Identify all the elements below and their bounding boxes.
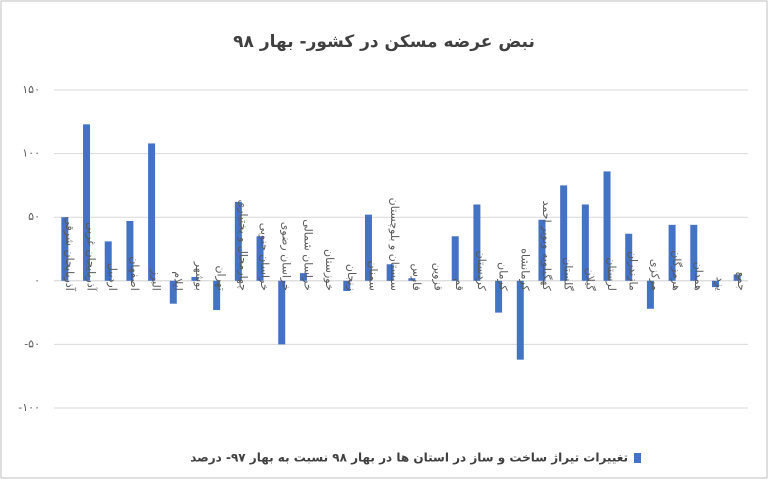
y-tick-label: -۱۰۰ [18, 401, 40, 414]
bar [213, 280, 221, 311]
x-tick-label: اردبیل [106, 263, 119, 291]
y-tick-label: -۵۰ [24, 337, 40, 350]
bar [126, 221, 134, 281]
bar [581, 204, 589, 281]
bar [364, 214, 372, 281]
x-tick-label: آذربایجان شرقی [63, 216, 77, 291]
bar [278, 280, 286, 345]
chart-title: نبض عرضه مسکن در کشور- بهار ۹۸ [233, 32, 535, 52]
bar [646, 280, 654, 309]
bar [148, 143, 156, 281]
bar [169, 280, 177, 304]
x-tick-label: سمنان [366, 260, 379, 290]
bar [560, 185, 568, 281]
bar [473, 204, 481, 281]
y-tick-label: ۱۰۰ [22, 147, 40, 160]
x-tick-label: مرکزی [648, 259, 661, 291]
x-tick-label: زنجان [345, 264, 358, 291]
x-tick-label: البرز [150, 269, 163, 291]
x-tick-label: لرستان [605, 257, 618, 290]
x-tick-label: کهگیلویه وبویر احمد [540, 201, 553, 292]
bar [603, 171, 611, 281]
x-tick-label: خوزستان [323, 249, 336, 291]
legend-label: تغییرات تیراژ ساخت و ساز در استان ها در … [190, 451, 628, 466]
y-tick-label: ۱۵۰ [22, 83, 40, 96]
bar [256, 236, 264, 281]
bar [191, 276, 199, 281]
x-tick-label: گیلان [583, 268, 596, 292]
x-tick-label: کرمانشاه [518, 248, 531, 291]
bar [299, 273, 307, 281]
bar [625, 233, 633, 281]
x-tick-label: تهران [215, 265, 228, 290]
bar [83, 124, 91, 281]
x-tick-label: یزد [713, 277, 726, 291]
bar [104, 241, 112, 281]
x-tick-label: کردستان [475, 251, 488, 292]
x-tick-label: فارس [410, 263, 423, 290]
x-tick-label: هرمزگان [670, 250, 683, 291]
x-tick-label: خراسان رضوی [280, 222, 293, 291]
bar [451, 236, 459, 281]
bar [495, 280, 503, 313]
x-tick-label: خراسان جنوبی [258, 223, 271, 291]
x-tick-label: اصفهان [128, 256, 141, 290]
x-tick-label: گلستان [562, 257, 575, 291]
bar [386, 264, 394, 281]
x-tick-label: چهارمحال و بختیاری [236, 200, 249, 291]
legend-swatch [634, 453, 641, 463]
x-tick-label: جمع [735, 272, 748, 291]
x-tick-label: خراسان شمالی [301, 219, 314, 291]
bar [690, 224, 698, 281]
bar [234, 201, 242, 281]
y-tick-label: ۰ [34, 274, 40, 287]
bar [733, 274, 741, 281]
x-tick-label: بوشهر [193, 261, 206, 291]
y-tick-label: ۵۰ [28, 210, 40, 223]
bar [538, 219, 546, 281]
x-tick-label: قزوین [432, 263, 445, 291]
x-tick-label: سیستان و بلوچستان [388, 198, 401, 291]
bar [61, 217, 69, 281]
bar [408, 278, 416, 281]
bar [343, 280, 351, 291]
bar [668, 224, 676, 281]
x-tick-label: کرمان [497, 262, 510, 291]
x-tick-label: قم [453, 278, 466, 291]
x-tick-label: همدان [692, 262, 705, 291]
x-tick-label: آذربایجان غربی [85, 222, 99, 292]
bar [711, 280, 719, 288]
x-tick-label: ایلام [171, 271, 184, 291]
bar [516, 280, 524, 360]
x-tick-label: مازندران [627, 251, 640, 291]
